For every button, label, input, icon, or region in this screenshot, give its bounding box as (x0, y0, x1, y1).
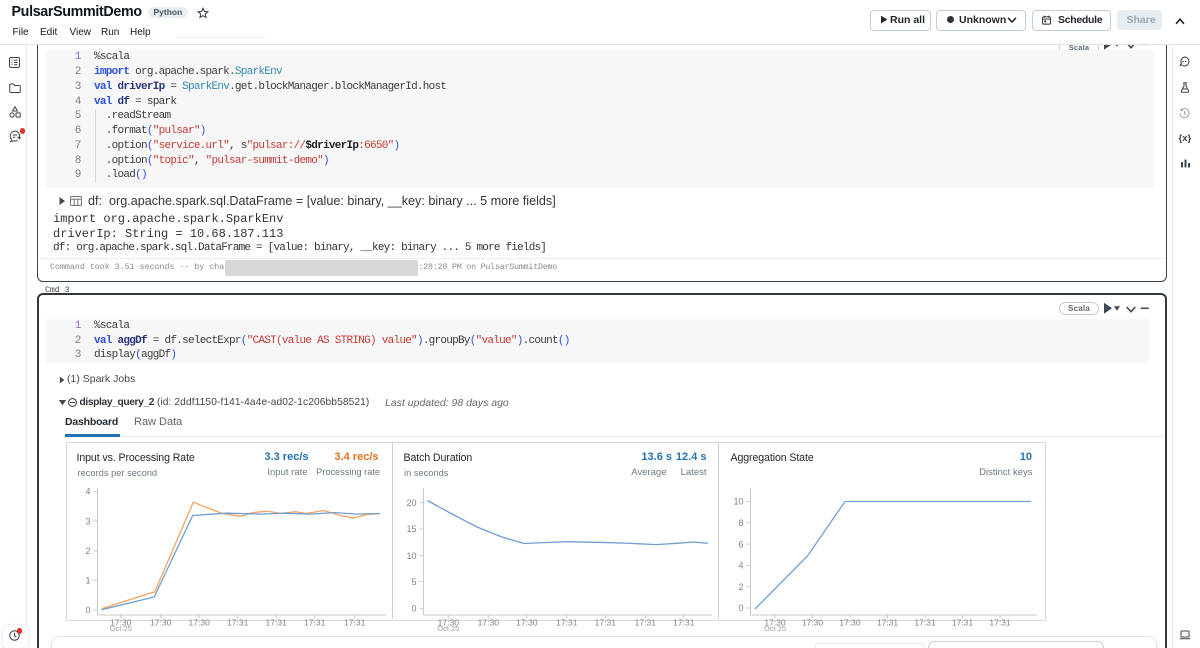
svg-text:2: 2 (738, 582, 743, 592)
svg-text:5: 5 (411, 577, 416, 587)
svg-text:0: 0 (411, 604, 416, 614)
svg-text:17:31: 17:31 (914, 618, 936, 628)
svg-text:17:31: 17:31 (952, 618, 974, 628)
svg-text:10: 10 (733, 497, 743, 507)
svg-text:17:30: 17:30 (839, 618, 861, 628)
svg-text:Oct 25: Oct 25 (110, 624, 132, 633)
svg-text:4: 4 (85, 487, 90, 497)
svg-text:Oct 25: Oct 25 (764, 624, 786, 633)
svg-text:6: 6 (738, 539, 743, 549)
svg-text:17:30: 17:30 (802, 618, 824, 628)
svg-text:17:31: 17:31 (227, 618, 249, 628)
svg-text:17:31: 17:31 (877, 618, 899, 628)
svg-text:17:30: 17:30 (516, 618, 538, 628)
svg-text:17:31: 17:31 (673, 618, 695, 628)
svg-text:17:30: 17:30 (438, 618, 460, 628)
svg-text:0: 0 (738, 603, 743, 613)
svg-text:0: 0 (85, 605, 90, 615)
svg-text:17:30: 17:30 (478, 618, 500, 628)
svg-text:17:30: 17:30 (764, 618, 786, 628)
svg-text:17:31: 17:31 (595, 618, 617, 628)
svg-text:17:31: 17:31 (989, 618, 1011, 628)
svg-text:17:31: 17:31 (344, 618, 366, 628)
svg-text:8: 8 (738, 518, 743, 528)
svg-text:4: 4 (738, 561, 743, 571)
svg-text:3: 3 (85, 516, 90, 526)
svg-text:1: 1 (85, 576, 90, 586)
svg-text:17:31: 17:31 (635, 618, 657, 628)
svg-text:Oct 25: Oct 25 (437, 624, 459, 633)
svg-text:10: 10 (406, 551, 416, 561)
svg-text:20: 20 (406, 498, 416, 508)
svg-text:2: 2 (85, 546, 90, 556)
svg-text:17:31: 17:31 (556, 618, 578, 628)
svg-text:15: 15 (406, 524, 416, 534)
svg-text:17:31: 17:31 (304, 618, 326, 628)
svg-text:17:31: 17:31 (266, 618, 288, 628)
svg-text:17:30: 17:30 (110, 618, 132, 628)
svg-text:17:30: 17:30 (189, 618, 211, 628)
svg-text:17:30: 17:30 (150, 618, 172, 628)
